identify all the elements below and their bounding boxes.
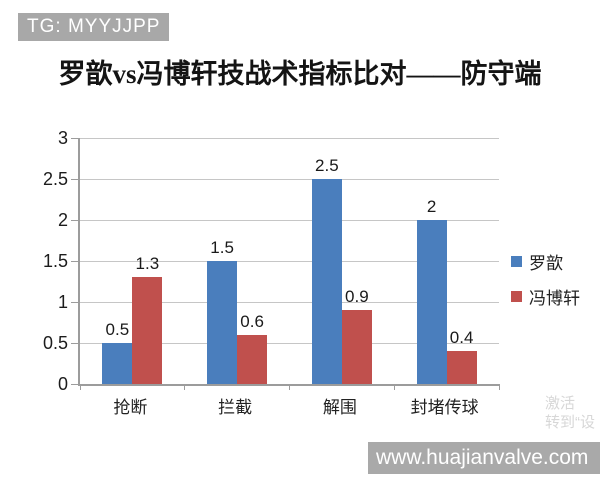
bar-罗歆-封堵传球: 2 (416, 197, 447, 384)
category-label-抢断: 抢断 (113, 398, 148, 417)
y-axis-tick-label: 0 (57, 374, 68, 394)
category-label-封堵传球: 封堵传球 (410, 398, 479, 417)
gridline (80, 178, 499, 180)
bar-group-拦截: 1.5 0.6 (185, 138, 290, 384)
legend-item-罗歆: 罗歆 (511, 249, 580, 274)
bar-冯博轩-拦截: 0.6 (237, 312, 268, 384)
y-axis-tick-label: 2 (57, 210, 68, 230)
gridline (80, 342, 499, 344)
bar-value-label: 0.6 (240, 311, 264, 331)
y-axis-tick (71, 301, 80, 303)
x-axis-category-labels: 抢断 拦截 解围 封堵传球 (78, 393, 497, 418)
x-axis-tick (393, 384, 395, 390)
y-axis-tick-label: 1 (57, 292, 68, 312)
bar-value-label: 1.5 (210, 238, 234, 257)
legend-label: 罗歆 (529, 254, 563, 273)
bar-冯博轩-抢断: 1.3 (132, 254, 163, 384)
x-axis-tick (79, 384, 81, 390)
y-axis-tick (71, 219, 80, 221)
bar-value-label: 0.4 (449, 328, 474, 348)
bar-group-封堵传球: 2 0.4 (394, 138, 499, 384)
x-axis-tick (498, 384, 500, 390)
y-axis-tick-label: 2.5 (42, 169, 68, 189)
bar-value-label: 1.3 (135, 254, 160, 274)
bar-group-抢断: 0.5 1.3 (80, 138, 185, 384)
site-watermark-bar: www.huajianvalve.com (368, 442, 600, 474)
y-axis-tick (71, 260, 80, 262)
category-label-拦截: 拦截 (218, 398, 253, 417)
legend-item-冯博轩: 冯博轩 (511, 284, 580, 309)
bar-value-label: 0.9 (345, 287, 369, 307)
gridline (80, 137, 499, 139)
activation-line1: 激活 (545, 395, 576, 412)
activation-watermark: 激活 转到“设 (545, 394, 595, 432)
y-axis-tick (71, 178, 80, 180)
bar-罗歆-解围: 2.5 (311, 156, 342, 384)
x-axis-tick (184, 384, 186, 390)
bar-罗歆-抢断: 0.5 (102, 320, 133, 384)
plot-area: 0.5 1.3 1.5 0.6 2.5 0.9 2 0.4 (71, 137, 500, 390)
x-axis-tick (289, 384, 290, 390)
bar-value-label: 2 (426, 197, 437, 216)
legend-label: 冯博轩 (529, 289, 580, 308)
site-watermark-url: www.huajianvalve.com (376, 446, 589, 469)
bar-series-container: 0.5 1.3 1.5 0.6 2.5 0.9 2 0.4 (80, 138, 499, 384)
bar-罗歆-拦截: 1.5 (207, 238, 238, 384)
y-axis-tick-label: 1.5 (42, 251, 68, 271)
y-axis-tick (71, 383, 80, 385)
bar-value-label: 2.5 (315, 156, 339, 175)
gridline (80, 260, 499, 262)
legend-swatch (511, 256, 522, 267)
bar-group-解围: 2.5 0.9 (290, 138, 395, 384)
legend-swatch (511, 291, 522, 302)
y-axis-tick (71, 137, 80, 139)
gridline (80, 301, 499, 303)
category-label-解围: 解围 (322, 398, 357, 417)
telegram-badge: TG: MYYJJPP (18, 13, 170, 41)
gridline (80, 219, 499, 221)
y-axis-tick (71, 342, 80, 344)
telegram-badge-text: TG: MYYJJPP (27, 16, 161, 37)
activation-line2: 转到“设 (545, 414, 595, 431)
chart-legend: 罗歆 冯博轩 (511, 249, 580, 309)
bar-冯博轩-封堵传球: 0.4 (446, 328, 477, 384)
page-title: 罗歆vs冯博轩技战术指标比对——防守端 (58, 59, 542, 89)
bar-冯博轩-解围: 0.9 (341, 287, 372, 384)
y-axis-tick-label: 3 (57, 128, 68, 148)
y-axis-tick-label: 0.5 (42, 333, 68, 353)
bar-value-label: 0.5 (105, 320, 130, 339)
